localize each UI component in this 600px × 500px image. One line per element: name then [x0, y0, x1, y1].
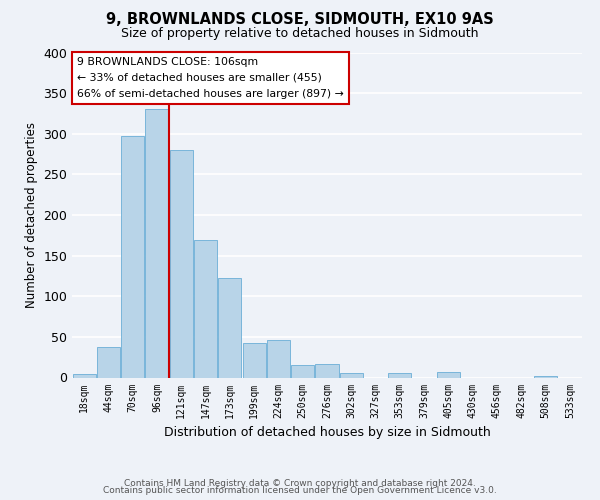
- Bar: [388, 372, 412, 378]
- Text: Contains public sector information licensed under the Open Government Licence v3: Contains public sector information licen…: [103, 486, 497, 495]
- Bar: [340, 374, 363, 378]
- Bar: [97, 348, 120, 378]
- Bar: [291, 364, 314, 378]
- Y-axis label: Number of detached properties: Number of detached properties: [25, 122, 38, 308]
- Bar: [242, 344, 266, 378]
- Bar: [121, 136, 144, 378]
- Text: Size of property relative to detached houses in Sidmouth: Size of property relative to detached ho…: [121, 28, 479, 40]
- Text: 9 BROWNLANDS CLOSE: 106sqm
← 33% of detached houses are smaller (455)
66% of sem: 9 BROWNLANDS CLOSE: 106sqm ← 33% of deta…: [77, 58, 344, 98]
- Bar: [194, 240, 217, 378]
- Bar: [267, 340, 290, 378]
- Text: Contains HM Land Registry data © Crown copyright and database right 2024.: Contains HM Land Registry data © Crown c…: [124, 478, 476, 488]
- X-axis label: Distribution of detached houses by size in Sidmouth: Distribution of detached houses by size …: [164, 426, 490, 439]
- Bar: [145, 110, 169, 378]
- Bar: [534, 376, 557, 378]
- Bar: [437, 372, 460, 378]
- Bar: [73, 374, 95, 378]
- Bar: [218, 278, 241, 378]
- Bar: [316, 364, 338, 378]
- Text: 9, BROWNLANDS CLOSE, SIDMOUTH, EX10 9AS: 9, BROWNLANDS CLOSE, SIDMOUTH, EX10 9AS: [106, 12, 494, 28]
- Bar: [170, 150, 193, 378]
